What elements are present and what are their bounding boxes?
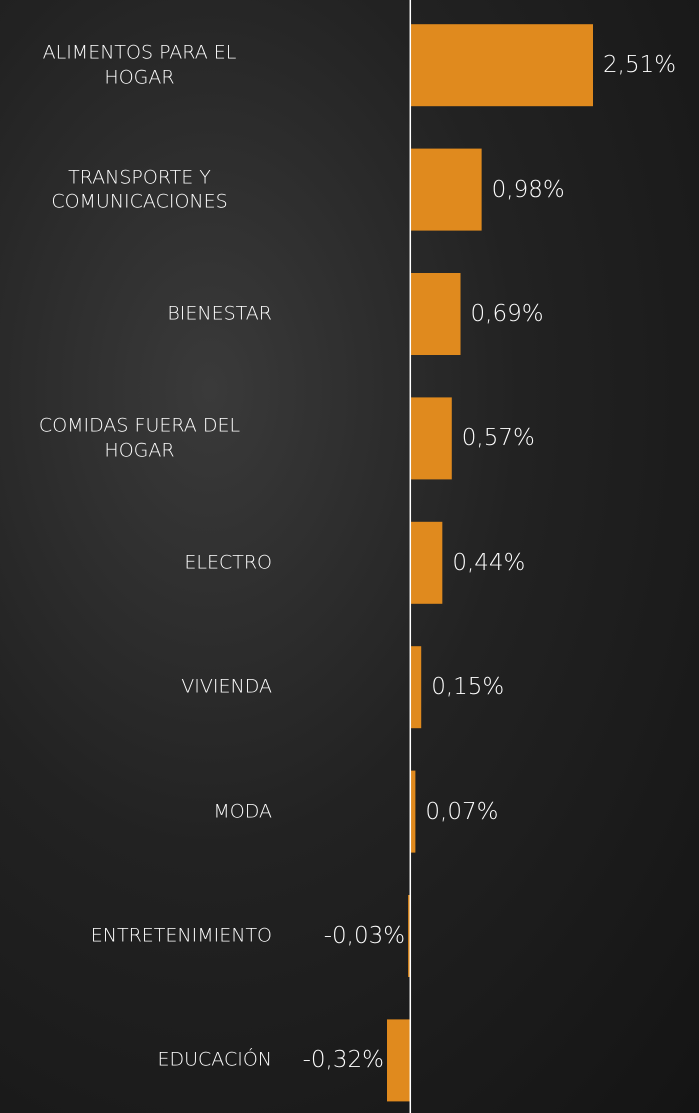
value-label: -0,03% bbox=[323, 923, 406, 949]
category-label: EDUCACIÓN bbox=[157, 1049, 272, 1072]
bar bbox=[410, 397, 452, 480]
category-label: VIVIENDA bbox=[181, 675, 272, 698]
value-label: 0,98% bbox=[491, 176, 565, 203]
value-label: 0,15% bbox=[431, 674, 505, 701]
bar bbox=[410, 273, 461, 355]
bar bbox=[410, 148, 482, 231]
value-label: 0,07% bbox=[425, 798, 499, 825]
bar bbox=[408, 895, 411, 977]
value-label: 2,51% bbox=[603, 52, 677, 79]
bar bbox=[410, 24, 593, 107]
category-label: ELECTRO bbox=[184, 551, 272, 574]
category-label: ALIMENTOS PARA EL HOGAR bbox=[42, 41, 237, 89]
value-label: 0,69% bbox=[470, 301, 544, 327]
bar bbox=[387, 1019, 411, 1102]
value-label: 0,44% bbox=[452, 549, 526, 576]
category-label: ENTRETENIMIENTO bbox=[90, 924, 272, 947]
category-label: COMIDAS FUERA DEL HOGAR bbox=[38, 414, 241, 462]
bar bbox=[410, 770, 416, 853]
bar bbox=[410, 521, 443, 604]
bar bbox=[410, 646, 422, 729]
value-label: -0,32% bbox=[302, 1047, 384, 1074]
category-label: MODA bbox=[213, 800, 272, 823]
category-label: TRANSPORTE Y COMUNICACIONES bbox=[51, 165, 228, 213]
value-label: 0,57% bbox=[461, 425, 535, 452]
category-label: BIENESTAR bbox=[167, 302, 272, 325]
